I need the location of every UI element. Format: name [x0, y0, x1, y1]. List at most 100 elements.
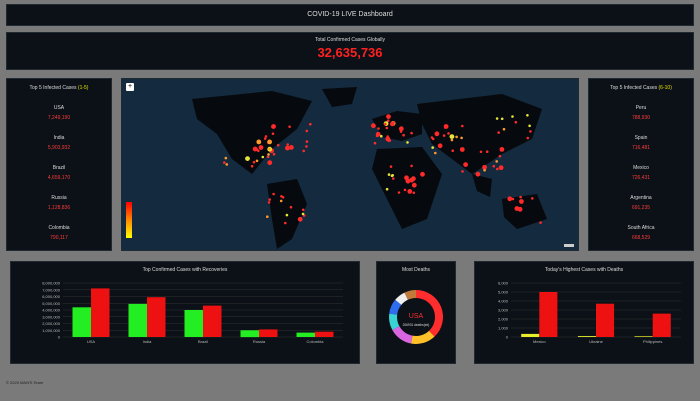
map-case-marker[interactable]: [450, 138, 454, 142]
map-case-marker[interactable]: [268, 198, 271, 201]
map-case-marker[interactable]: [387, 139, 391, 143]
map-case-marker[interactable]: [267, 153, 270, 156]
map-case-marker[interactable]: [267, 160, 273, 166]
donut-slice[interactable]: [395, 292, 408, 305]
map-case-marker[interactable]: [376, 134, 379, 137]
map-case-marker[interactable]: [377, 127, 380, 130]
map-case-marker[interactable]: [271, 124, 276, 129]
zoom-in-button[interactable]: +: [126, 83, 134, 91]
map-case-marker[interactable]: [399, 130, 403, 133]
map-case-marker[interactable]: [411, 182, 417, 188]
map-case-marker[interactable]: [272, 192, 275, 196]
bar[interactable]: [203, 305, 222, 337]
map-case-marker[interactable]: [461, 124, 464, 128]
map-case-marker[interactable]: [373, 141, 377, 145]
map-case-marker[interactable]: [411, 176, 416, 182]
map-case-marker[interactable]: [280, 195, 283, 198]
map-case-marker[interactable]: [302, 149, 305, 153]
map-case-marker[interactable]: [498, 154, 502, 158]
map-case-marker[interactable]: [463, 162, 468, 167]
map-case-marker[interactable]: [519, 195, 522, 199]
map-case-marker[interactable]: [285, 145, 290, 151]
bar[interactable]: [184, 310, 204, 337]
map-case-marker[interactable]: [256, 139, 262, 145]
map-case-marker[interactable]: [289, 145, 294, 150]
bar[interactable]: [539, 292, 558, 337]
map-case-marker[interactable]: [267, 139, 272, 145]
map-case-marker[interactable]: [245, 156, 250, 161]
bar[interactable]: [577, 336, 596, 337]
bar[interactable]: [128, 303, 148, 337]
map-case-marker[interactable]: [252, 160, 256, 164]
map-case-marker[interactable]: [224, 156, 228, 160]
map-case-marker[interactable]: [434, 131, 440, 137]
map-case-marker[interactable]: [495, 160, 499, 163]
map-case-marker[interactable]: [410, 164, 413, 168]
map-case-marker[interactable]: [485, 150, 489, 153]
map-case-marker[interactable]: [305, 140, 309, 143]
map-case-marker[interactable]: [526, 136, 530, 140]
bar[interactable]: [147, 297, 166, 337]
map-case-marker[interactable]: [255, 148, 259, 151]
map-case-marker[interactable]: [500, 117, 504, 121]
bar[interactable]: [521, 333, 540, 337]
map-case-marker[interactable]: [519, 199, 524, 204]
map-case-marker[interactable]: [272, 152, 276, 156]
map-case-marker[interactable]: [449, 134, 455, 139]
map-case-marker[interactable]: [402, 133, 405, 137]
bar[interactable]: [296, 332, 316, 337]
map-case-marker[interactable]: [301, 208, 305, 212]
map-case-marker[interactable]: [284, 221, 287, 225]
map-case-marker[interactable]: [498, 165, 504, 171]
map-case-marker[interactable]: [431, 146, 435, 149]
map-case-marker[interactable]: [258, 145, 264, 150]
bar[interactable]: [259, 329, 278, 337]
map-case-marker[interactable]: [528, 124, 531, 128]
donut-slice[interactable]: [389, 299, 402, 315]
map-case-marker[interactable]: [250, 164, 254, 168]
map-case-marker[interactable]: [410, 131, 413, 135]
map-case-marker[interactable]: [443, 126, 447, 129]
donut-slice[interactable]: [392, 326, 413, 344]
map-case-marker[interactable]: [289, 205, 293, 209]
map-case-marker[interactable]: [266, 155, 270, 159]
donut-slice[interactable]: [416, 290, 443, 337]
map-case-marker[interactable]: [276, 143, 280, 147]
map-case-marker[interactable]: [264, 135, 268, 138]
map-case-marker[interactable]: [511, 197, 515, 201]
map-case-marker[interactable]: [460, 136, 463, 140]
map-case-marker[interactable]: [285, 213, 289, 217]
map-case-marker[interactable]: [431, 137, 435, 141]
map-case-marker[interactable]: [404, 175, 409, 181]
map-case-marker[interactable]: [386, 114, 391, 119]
map-case-marker[interactable]: [398, 126, 404, 132]
map-case-marker[interactable]: [223, 161, 226, 164]
map-case-marker[interactable]: [526, 114, 529, 117]
map-case-marker[interactable]: [507, 196, 513, 202]
map-case-marker[interactable]: [455, 135, 458, 139]
map-case-marker[interactable]: [266, 215, 269, 218]
bar[interactable]: [91, 288, 110, 337]
map-case-marker[interactable]: [386, 119, 390, 122]
map-case-marker[interactable]: [495, 117, 499, 120]
map-case-marker[interactable]: [261, 155, 265, 159]
map-case-marker[interactable]: [502, 127, 506, 131]
map-case-marker[interactable]: [492, 164, 496, 168]
map-case-marker[interactable]: [267, 201, 271, 204]
map-case-marker[interactable]: [297, 216, 303, 222]
map-case-marker[interactable]: [385, 126, 389, 130]
map-case-marker[interactable]: [391, 174, 395, 177]
map-canvas[interactable]: [122, 79, 578, 250]
bar[interactable]: [72, 307, 92, 337]
donut-slice[interactable]: [389, 313, 400, 331]
map-case-marker[interactable]: [286, 143, 289, 146]
bar[interactable]: [652, 313, 671, 337]
map-case-marker[interactable]: [397, 191, 401, 194]
map-case-marker[interactable]: [499, 147, 505, 152]
map-case-marker[interactable]: [255, 159, 259, 163]
map-case-marker[interactable]: [434, 151, 437, 155]
map-case-marker[interactable]: [514, 206, 520, 211]
map-case-marker[interactable]: [497, 131, 501, 134]
map-case-marker[interactable]: [288, 125, 291, 128]
map-case-marker[interactable]: [496, 167, 499, 171]
